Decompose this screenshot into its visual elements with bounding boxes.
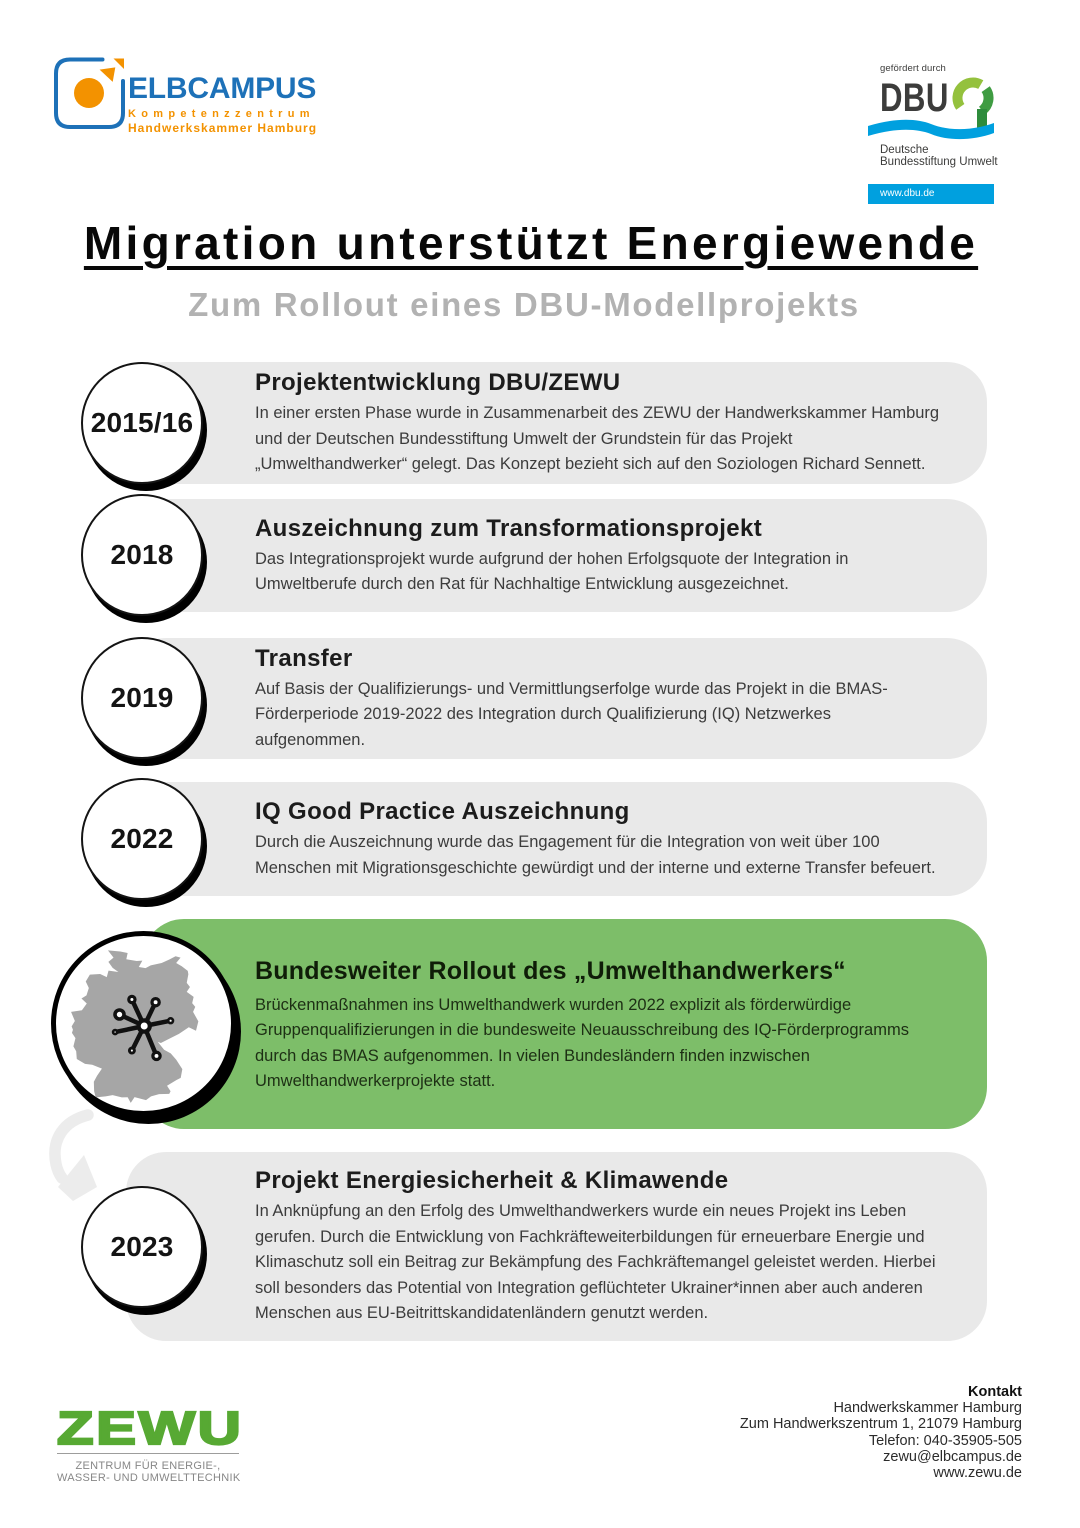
card-title: Transfer — [255, 644, 353, 672]
dbu-org-name: Deutsche Bundesstiftung Umwelt — [880, 144, 998, 168]
elbcampus-logo-icon — [54, 57, 125, 129]
curved-arrow-icon — [49, 1109, 97, 1201]
zewu-wordmark: ZEWU — [56, 1402, 244, 1454]
timeline-year-badge-2018: 2018 — [81, 494, 203, 616]
elbcampus-wordmark: ELBCAMPUS — [128, 72, 317, 105]
timeline-card-rollout-highlight: Bundesweiter Rollout des „Umwelthandwerk… — [142, 919, 987, 1129]
contact-address: Zum Handwerkszentrum 1, 21079 Hamburg — [739, 1416, 1022, 1433]
page-subtitle: Zum Rollout eines DBU-Modellprojekts — [188, 286, 860, 323]
timeline-card-2022: IQ Good Practice Auszeichnung Durch die … — [126, 782, 987, 896]
contact-phone: Telefon: 040-35905-505 — [868, 1432, 1022, 1449]
timeline-year-badge-2022: 2022 — [81, 778, 203, 900]
timeline-germany-map-badge — [51, 931, 236, 1116]
card-body: Auf Basis der Qualifizierungs- und Vermi… — [255, 679, 888, 749]
card-body: In Anknüpfung an den Erfolg des Umweltha… — [255, 1202, 936, 1323]
contact-website[interactable]: www.zewu.de — [933, 1465, 1022, 1482]
timeline-card-2015: Projektentwicklung DBU/ZEWU In einer ers… — [126, 362, 987, 484]
contact-email[interactable]: zewu@elbcampus.de — [883, 1448, 1022, 1465]
elbcampus-subline-handwerkskammer: Handwerkskammer Hamburg — [128, 121, 318, 135]
germany-network-map-icon — [71, 950, 199, 1103]
zewu-subline: ZENTRUM FÜR ENERGIE-, WASSER- UND UMWELT… — [57, 1460, 241, 1484]
card-title: Projekt Energiesicherheit & Klimawende — [255, 1167, 729, 1195]
dbu-wave-icon — [868, 119, 994, 140]
card-title: Bundesweiter Rollout des „Umwelthandwerk… — [255, 956, 846, 985]
timeline-card-2023: Projekt Energiesicherheit & Klimawende I… — [126, 1152, 987, 1341]
card-body: Brückenmaßnahmen ins Umwelthandwerk wurd… — [255, 995, 909, 1091]
elbcampus-subline-kompetenzzentrum: Kompetenzzentrum — [128, 108, 315, 120]
zewu-logo: ZEWU ZENTRUM FÜR ENERGIE-, WASSER- UND U… — [56, 1404, 243, 1484]
card-body: Durch die Auszeichnung wurde das Engagem… — [255, 833, 936, 877]
timeline-year-badge-2019: 2019 — [81, 637, 203, 759]
timeline-card-2018: Auszeichnung zum Transformationsprojekt … — [126, 499, 987, 612]
dbu-tree-icon — [952, 77, 994, 133]
contact-block: Kontakt Handwerkskammer Hamburg Zum Hand… — [622, 1384, 1022, 1481]
dbu-wordmark: DBU — [880, 76, 949, 120]
dbu-funded-by-label: gefördert durch — [880, 63, 946, 74]
timeline-year-badge-2023: 2023 — [81, 1186, 203, 1308]
card-body: In einer ersten Phase wurde in Zusammena… — [255, 404, 940, 474]
dbu-logo-block: gefördert durch DBU Deutsche Bundesstift… — [868, 62, 998, 204]
contact-org: Handwerkskammer Hamburg — [833, 1400, 1022, 1416]
contact-heading: Kontakt — [968, 1384, 1022, 1400]
card-body: Das Integrationsprojekt wurde aufgrund d… — [255, 549, 849, 594]
zewu-divider — [57, 1453, 239, 1454]
card-title: IQ Good Practice Auszeichnung — [255, 798, 630, 825]
elbcampus-logo: ELBCAMPUS Kompetenzzentrum Handwerkskamm… — [48, 50, 338, 140]
card-title: Auszeichnung zum Transformationsprojekt — [255, 514, 763, 542]
timeline-card-2019: Transfer Auf Basis der Qualifizierungs- … — [126, 638, 987, 759]
dbu-url-bar[interactable]: www.dbu.de — [868, 184, 994, 204]
page-title: Migration unterstützt Energiewende — [83, 217, 979, 269]
card-title: Projektentwicklung DBU/ZEWU — [255, 369, 621, 397]
timeline-year-badge-2015: 2015/16 — [81, 362, 203, 484]
